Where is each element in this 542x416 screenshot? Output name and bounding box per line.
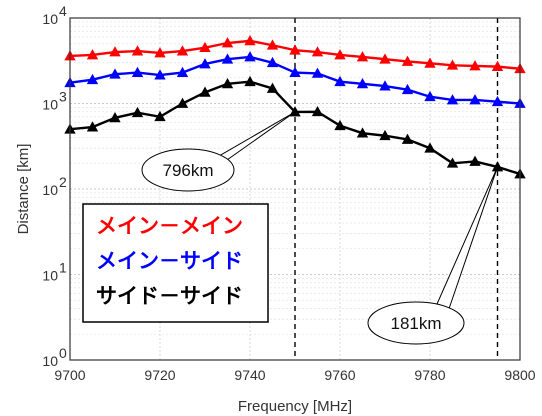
data-point-marker — [199, 86, 211, 97]
data-point-marker — [334, 49, 346, 60]
data-point-marker — [334, 119, 346, 131]
data-point-marker — [86, 49, 99, 60]
callout-bubble — [141, 148, 235, 192]
y-tick-label: 10 — [42, 11, 58, 27]
y-tick-exponent: 1 — [59, 260, 67, 276]
data-point-marker — [424, 90, 436, 102]
y-tick-exponent: 4 — [59, 3, 67, 19]
y-axis-title: Distance [km] — [15, 144, 32, 235]
data-point-marker — [401, 133, 414, 144]
callouts: 796km 181km — [141, 111, 498, 345]
y-tick-exponent: 2 — [59, 174, 67, 190]
y-tick-exponent: 0 — [59, 345, 67, 361]
data-point-marker — [86, 121, 99, 132]
y-tick-label: 10 — [42, 268, 58, 284]
data-point-marker — [86, 73, 99, 85]
data-point-marker — [109, 111, 121, 123]
data-point-marker — [176, 66, 189, 77]
callout-181km: 181km — [367, 166, 498, 345]
data-point-marker — [356, 51, 369, 62]
data-point-marker — [379, 80, 391, 91]
callout-joint — [431, 320, 444, 325]
data-point-marker — [176, 97, 189, 108]
data-point-marker — [356, 127, 369, 138]
data-point-marker — [334, 75, 346, 87]
y-tick-exponent: 3 — [59, 89, 67, 105]
data-point-marker — [154, 110, 166, 122]
y-tick-label: 10 — [42, 182, 58, 198]
legend-box — [82, 203, 269, 323]
data-point-marker — [221, 77, 234, 89]
data-point-marker — [446, 59, 459, 70]
callout-label: 181km — [390, 314, 441, 333]
data-point-marker — [491, 95, 504, 107]
x-tick-label: 9800 — [504, 367, 535, 383]
data-point-marker — [244, 35, 256, 46]
data-point-marker — [154, 69, 166, 80]
x-axis-title: Frequency [MHz] — [238, 398, 352, 415]
callout-joint — [202, 167, 215, 172]
data-point-marker — [266, 56, 279, 68]
data-point-marker — [401, 55, 414, 66]
data-point-marker — [424, 57, 436, 68]
data-point-marker — [266, 39, 279, 50]
data-point-marker — [379, 129, 391, 141]
data-point-marker — [221, 37, 234, 48]
legend-entry-2: メイン－サイド — [96, 249, 243, 273]
data-point-marker — [289, 66, 301, 77]
x-tick-label: 9720 — [144, 367, 175, 383]
x-tick-label: 9700 — [54, 367, 85, 383]
data-point-marker — [221, 53, 234, 64]
data-point-marker — [199, 41, 211, 53]
data-point-marker — [176, 45, 189, 56]
data-point-marker — [109, 46, 121, 57]
data-point-marker — [266, 82, 279, 93]
data-point-marker — [446, 94, 459, 105]
callout-796km: 796km — [141, 111, 296, 192]
x-tick-label: 9780 — [414, 367, 445, 383]
data-point-marker — [131, 45, 144, 56]
data-point-marker — [491, 60, 504, 72]
data-point-marker — [154, 47, 166, 58]
data-point-marker — [244, 51, 256, 62]
data-point-marker — [131, 66, 144, 77]
legend-entry-3: サイド－サイド — [96, 284, 243, 308]
data-point-marker — [469, 155, 481, 166]
data-point-marker — [311, 67, 324, 78]
data-point-marker — [199, 58, 211, 69]
y-tick-label: 10 — [42, 353, 58, 369]
data-point-marker — [244, 75, 256, 87]
plot-frame — [69, 17, 521, 361]
data-point-marker — [311, 105, 324, 117]
data-point-marker — [109, 68, 121, 79]
data-point-marker — [401, 83, 414, 95]
data-point-marker — [424, 142, 436, 153]
data-point-marker — [289, 44, 301, 55]
data-point-marker — [311, 46, 324, 57]
data-point-marker — [446, 157, 459, 168]
data-point-marker — [356, 77, 369, 89]
data-point-marker — [379, 53, 391, 64]
callout-bubble — [367, 301, 465, 345]
callout-label: 796km — [162, 161, 213, 180]
x-tick-label: 9740 — [234, 367, 265, 383]
legend-entry-1: メイン－メイン — [96, 214, 243, 238]
y-tick-label: 10 — [42, 97, 58, 113]
x-tick-label: 9760 — [324, 367, 355, 383]
series-3 — [64, 75, 526, 179]
data-point-marker — [469, 94, 481, 105]
data-point-marker — [469, 60, 481, 71]
data-point-marker — [131, 106, 144, 118]
data-point-marker — [491, 161, 504, 172]
